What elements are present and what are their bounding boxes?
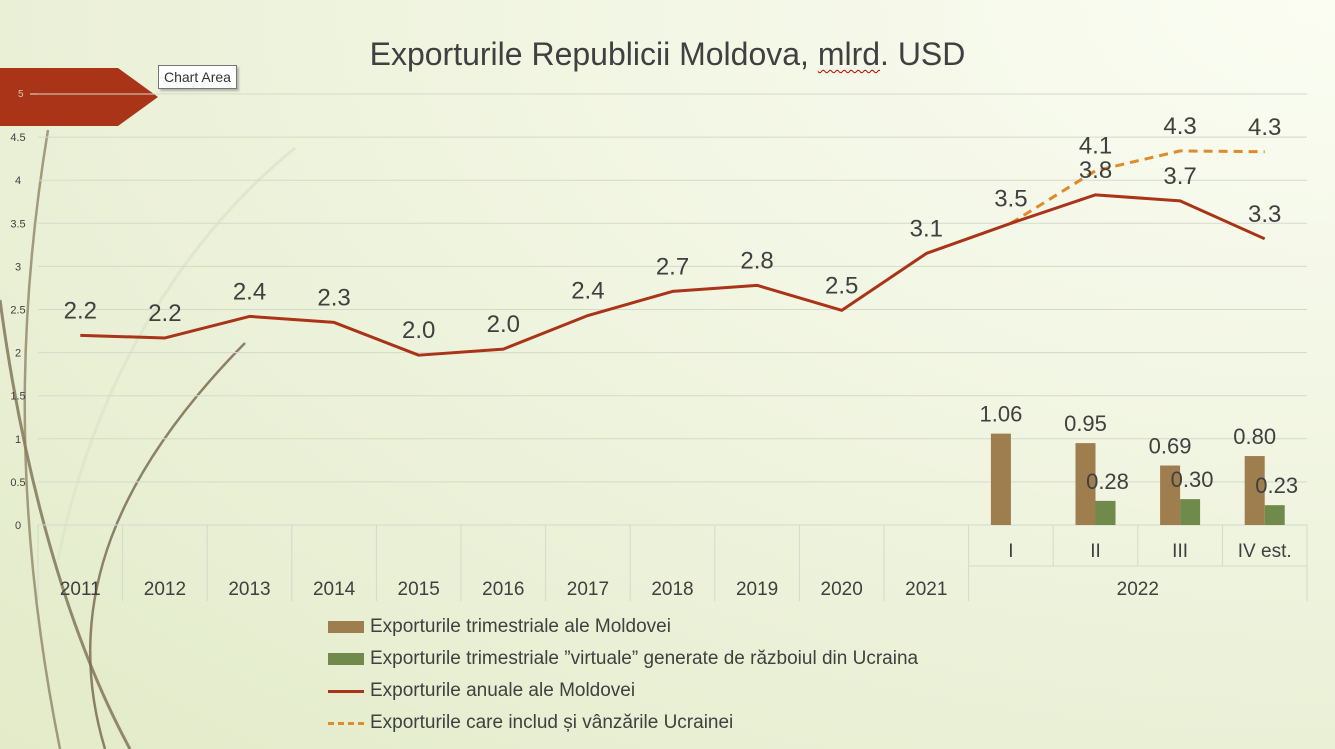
data-label-annual: 2.5 xyxy=(825,272,858,299)
data-label-annual: 3.7 xyxy=(1163,163,1196,190)
spell-flagged-word: mlrd xyxy=(817,36,881,72)
y-tick-label: 4.5 xyxy=(10,132,25,144)
bar-label-quarterly: 0.80 xyxy=(1233,424,1276,449)
red-arrow-shape: 5 xyxy=(0,68,158,126)
bars xyxy=(990,433,1285,525)
data-label-annual: 2.8 xyxy=(740,247,773,274)
data-labels: 1.06 0.95 0.69 0.80 0.28 0.30 0.23 2.2 2.2 2.4 2.3… xyxy=(64,113,1299,498)
bar-label-virtual: 0.30 xyxy=(1171,467,1214,492)
bar-quarterly xyxy=(990,433,1011,525)
bar-label-virtual: 0.23 xyxy=(1255,473,1298,498)
data-label-annual: 2.2 xyxy=(64,297,97,324)
legend-swatch-quarterly xyxy=(328,621,364,633)
y-tick-label: 2 xyxy=(15,348,21,360)
gridlines xyxy=(38,93,1307,526)
y-tick-label: 3 xyxy=(15,261,21,273)
x-tick-label: 2013 xyxy=(228,579,270,600)
data-label-ukraine: 4.1 xyxy=(1079,133,1112,160)
legend-item-virtual: Exporturile trimestriale ”virtuale” gene… xyxy=(328,643,918,675)
legend-label: Exporturile trimestriale ”virtuale” gene… xyxy=(370,648,919,669)
x-tick-label: 2017 xyxy=(567,579,609,600)
chart-title: Exporturile Republicii Moldova, mlrd. US… xyxy=(369,36,966,72)
bar-virtual xyxy=(1180,499,1201,525)
decorative-curves xyxy=(0,129,296,749)
data-label-annual: 2.7 xyxy=(656,253,689,280)
bar-virtual xyxy=(1095,500,1116,525)
legend-item-annual: Exporturile anuale ale Moldovei xyxy=(328,675,918,707)
data-label-annual: 3.8 xyxy=(1079,157,1112,184)
x-tick-label: III xyxy=(1172,541,1188,562)
bar-label-quarterly: 0.69 xyxy=(1149,434,1192,459)
data-label-annual: 2.0 xyxy=(487,311,520,338)
data-label-annual: 2.0 xyxy=(402,317,435,344)
legend-item-quarterly: Exporturile trimestriale ale Moldovei xyxy=(328,611,918,643)
x-tick-label: II xyxy=(1090,541,1101,562)
legend-swatch-virtual xyxy=(328,653,364,665)
bar-label-virtual: 0.28 xyxy=(1086,469,1129,494)
legend-item-ukraine: Exporturile care includ și vânzările Ucr… xyxy=(328,707,918,739)
legend-label: Exporturile anuale ale Moldovei xyxy=(370,680,636,701)
data-label-ukraine: 4.3 xyxy=(1248,114,1281,141)
y-tick-label: 4 xyxy=(15,175,21,187)
data-label-ukraine: 4.3 xyxy=(1163,113,1196,140)
y-tick-label: 2.5 xyxy=(10,305,25,317)
bar-quarterly xyxy=(1160,465,1181,525)
x-tick-label: 2018 xyxy=(651,579,693,600)
data-label-annual: 2.4 xyxy=(571,278,604,305)
bar-virtual xyxy=(1264,505,1285,525)
legend: Exporturile trimestriale ale Moldovei Ex… xyxy=(328,611,918,739)
legend-label: Exporturile care includ și vânzările Ucr… xyxy=(370,712,734,733)
x-tick-label: 2016 xyxy=(482,579,524,600)
data-label-annual: 3.3 xyxy=(1248,201,1281,228)
y-tick-label: 0.5 xyxy=(10,477,25,489)
legend-swatch-annual xyxy=(328,689,364,693)
data-label-annual: 3.5 xyxy=(994,185,1027,212)
x-tick-label: 2014 xyxy=(313,579,356,600)
x-group-label: 2022 xyxy=(1117,579,1159,600)
bar-label-quarterly: 1.06 xyxy=(979,402,1022,427)
series-line-annual xyxy=(80,193,1266,357)
legend-label: Exporturile trimestriale ale Moldovei xyxy=(370,616,671,637)
data-label-annual: 3.1 xyxy=(910,215,943,242)
x-tick-label: IV est. xyxy=(1238,541,1292,562)
y-tick-label: 3.5 xyxy=(10,218,25,230)
data-label-annual: 2.2 xyxy=(148,300,181,327)
chart-area-tooltip: Chart Area xyxy=(158,65,237,89)
x-tick-label: 2012 xyxy=(144,579,186,600)
x-tick-label: 2019 xyxy=(736,579,778,600)
x-tick-label: 2011 xyxy=(60,579,101,600)
y-tick-label: 0 xyxy=(15,520,21,532)
bar-quarterly xyxy=(1244,456,1265,525)
x-tick-label: 2021 xyxy=(905,579,947,600)
y-tick-label: 1 xyxy=(15,434,21,446)
bar-quarterly xyxy=(1075,443,1096,525)
bar-label-quarterly: 0.95 xyxy=(1064,411,1107,436)
svg-text:5: 5 xyxy=(18,89,24,100)
axes: 0 0.5 1 1.5 2 2.5 3 3.5 4 4.5 2011 2012 2013 2014 2015… xyxy=(10,132,1308,601)
series-line-ukraine xyxy=(1010,149,1265,225)
x-tick-label: I xyxy=(1008,541,1013,562)
y-tick-label: 1.5 xyxy=(10,391,25,403)
data-label-annual: 2.3 xyxy=(317,284,350,311)
series-lines xyxy=(80,149,1266,357)
legend-swatch-ukraine xyxy=(328,721,364,725)
data-label-annual: 2.4 xyxy=(233,278,266,305)
x-tick-label: 2015 xyxy=(398,579,440,600)
x-tick-label: 2020 xyxy=(821,579,863,600)
